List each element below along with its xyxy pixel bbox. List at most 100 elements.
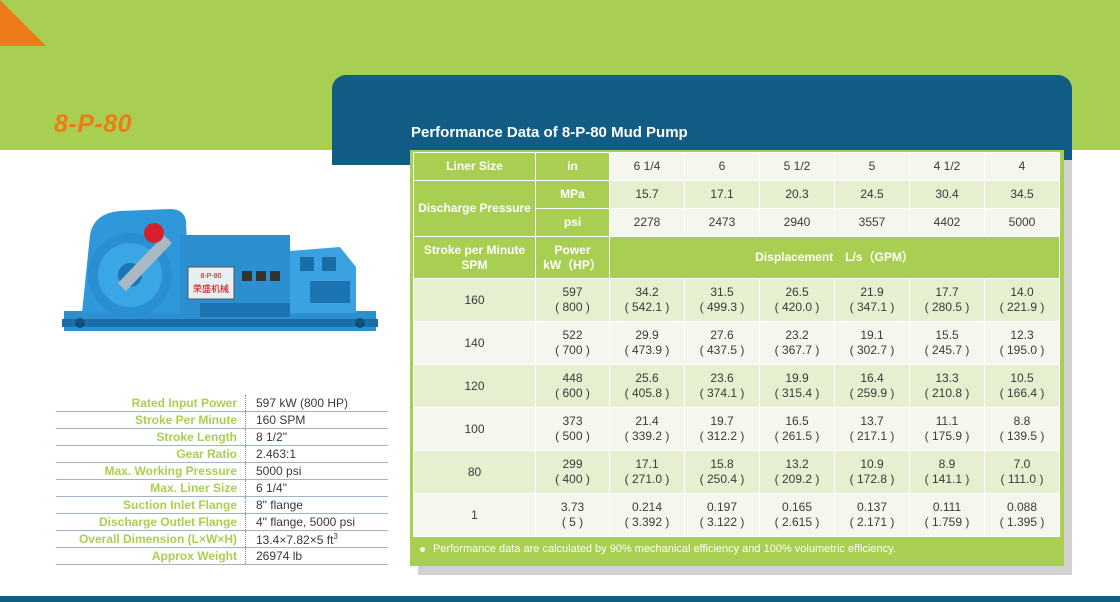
displacement-cell: 21.9( 347.1 ) (834, 278, 910, 322)
displacement-cell: 17.7( 280.5 ) (909, 278, 985, 322)
displacement-cell: 13.7( 217.1 ) (834, 407, 910, 451)
displacement-cell: 0.197( 3.122 ) (684, 493, 760, 537)
liner-size-cell: 4 (984, 152, 1060, 181)
liner-size-cell: 4 1/2 (909, 152, 985, 181)
spec-value: 597 kW (800 HP) (245, 395, 388, 412)
mud-pump-image: 8-P-80 荣盛机械 (62, 209, 378, 331)
spec-label: Stroke Per Minute (56, 411, 246, 429)
spec-value: 5000 psi (245, 462, 388, 480)
liner-size-cell: 6 (684, 152, 760, 181)
footer-band (0, 596, 1120, 602)
spm-label: Stroke per Minute SPM (413, 236, 536, 279)
spec-row: Gear Ratio 2.463:1 (56, 445, 388, 463)
spec-row: Stroke Length 8 1/2" (56, 428, 388, 446)
pressure-unit-mpa: MPa (535, 180, 610, 209)
specs-table: Rated Input Power 597 kW (800 HP) Stroke P… (56, 395, 388, 565)
displacement-cell: 14.0( 221.9 ) (984, 278, 1060, 322)
spec-label: Gear Ratio (56, 445, 246, 463)
spec-row: Suction Inlet Flange 8" flange (56, 496, 388, 514)
displacement-cell: 16.4( 259.9 ) (834, 364, 910, 408)
spec-label: Approx Weight (56, 547, 246, 565)
spec-row: Max. Liner Size 6 1/4" (56, 479, 388, 497)
spec-value: 160 SPM (245, 411, 388, 429)
spm-cell: 100 (413, 407, 536, 451)
spec-label: Overall Dimension (L×W×H) (56, 530, 246, 548)
power-cell: 299( 400 ) (535, 450, 610, 494)
displacement-cell: 8.9( 141.1 ) (909, 450, 985, 494)
spec-value: 2.463:1 (245, 445, 388, 463)
power-cell: 448( 600 ) (535, 364, 610, 408)
spec-value: 6 1/4" (245, 479, 388, 497)
pressure-psi-cell: 2278 (609, 208, 685, 237)
bullet-icon (420, 546, 425, 552)
nameplate-model: 8-P-80 (200, 273, 221, 280)
pressure-psi-cell: 5000 (984, 208, 1060, 237)
table-row: 1 3.73( 5 ) 0.214( 3.392 ) 0.197( 3.122 ) 0.… (413, 493, 1060, 537)
spec-row: Approx Weight 26974 lb (56, 547, 388, 565)
pressure-psi-cell: 2940 (759, 208, 835, 237)
displacement-cell: 19.7( 312.2 ) (684, 407, 760, 451)
table-row: 100 373( 500 ) 21.4( 339.2 ) 19.7( 312.2 ) 1… (413, 407, 1060, 451)
displacement-cell: 15.8( 250.4 ) (684, 450, 760, 494)
spec-value: 8 1/2" (245, 428, 388, 446)
liner-size-label: Liner Size (413, 152, 536, 181)
liner-size-cell: 6 1/4 (609, 152, 685, 181)
pressure-mpa-cell: 24.5 (834, 180, 910, 209)
spm-cell: 160 (413, 278, 536, 322)
spec-label: Discharge Outlet Flange (56, 513, 246, 531)
displacement-cell: 0.111( 1.759 ) (909, 493, 985, 537)
displacement-cell: 23.2( 367.7 ) (759, 321, 835, 365)
table-row: 120 448( 600 ) 25.6( 405.8 ) 23.6( 374.1 ) 1… (413, 364, 1060, 408)
spm-cell: 80 (413, 450, 536, 494)
spec-value: 8" flange (245, 496, 388, 514)
footnote: Performance data are calculated by 90% m… (420, 543, 896, 555)
power-cell: 597( 800 ) (535, 278, 610, 322)
pressure-mpa-cell: 34.5 (984, 180, 1060, 209)
power-label: Power kW（HP） (535, 236, 610, 279)
displacement-cell: 10.5( 166.4 ) (984, 364, 1060, 408)
table-row: 160 597( 800 ) 34.2( 542.1 ) 31.5( 499.3 ) 2… (413, 278, 1060, 322)
spec-label: Rated Input Power (56, 395, 246, 412)
displacement-cell: 23.6( 374.1 ) (684, 364, 760, 408)
spm-cell: 1 (413, 493, 536, 537)
pressure-psi-cell: 3557 (834, 208, 910, 237)
spec-row: Discharge Outlet Flange 4" flange, 5000 p… (56, 513, 388, 531)
displacement-cell: 19.9( 315.4 ) (759, 364, 835, 408)
displacement-cell: 13.3( 210.8 ) (909, 364, 985, 408)
pressure-mpa-cell: 15.7 (609, 180, 685, 209)
power-cell: 373( 500 ) (535, 407, 610, 451)
power-cell: 3.73( 5 ) (535, 493, 610, 537)
pressure-unit-psi: psi (535, 208, 610, 237)
spec-value: 26974 lb (245, 547, 388, 565)
pressure-mpa-cell: 30.4 (909, 180, 985, 209)
spec-row: Rated Input Power 597 kW (800 HP) (56, 395, 388, 412)
displacement-cell: 8.8( 139.5 ) (984, 407, 1060, 451)
displacement-cell: 0.214( 3.392 ) (609, 493, 685, 537)
liner-size-cell: 5 (834, 152, 910, 181)
displacement-cell: 7.0( 111.0 ) (984, 450, 1060, 494)
spec-row: Max. Working Pressure 5000 psi (56, 462, 388, 480)
displacement-cell: 29.9( 473.9 ) (609, 321, 685, 365)
spec-label: Max. Liner Size (56, 479, 246, 497)
displacement-cell: 15.5( 245.7 ) (909, 321, 985, 365)
displacement-cell: 0.088( 1.395 ) (984, 493, 1060, 537)
power-cell: 522( 700 ) (535, 321, 610, 365)
table-title: Performance Data of 8-P-80 Mud Pump (411, 124, 688, 141)
displacement-cell: 16.5( 261.5 ) (759, 407, 835, 451)
spec-label: Stroke Length (56, 428, 246, 446)
displacement-cell: 34.2( 542.1 ) (609, 278, 685, 322)
nameplate-brand: 荣盛机械 (193, 283, 229, 294)
displacement-cell: 0.137( 2.171 ) (834, 493, 910, 537)
displacement-cell: 26.5( 420.0 ) (759, 278, 835, 322)
displacement-cell: 31.5( 499.3 ) (684, 278, 760, 322)
pressure-psi-cell: 2473 (684, 208, 760, 237)
discharge-pressure-label: Discharge Pressure (413, 180, 536, 237)
displacement-cell: 11.1( 175.9 ) (909, 407, 985, 451)
pressure-mpa-cell: 17.1 (684, 180, 760, 209)
pressure-psi-cell: 4402 (909, 208, 985, 237)
displacement-label: Displacement L/s（GPM） (609, 236, 1060, 279)
corner-accent (0, 0, 46, 46)
displacement-cell: 12.3( 195.0 ) (984, 321, 1060, 365)
displacement-cell: 10.9( 172.8 ) (834, 450, 910, 494)
liner-size-cell: 5 1/2 (759, 152, 835, 181)
